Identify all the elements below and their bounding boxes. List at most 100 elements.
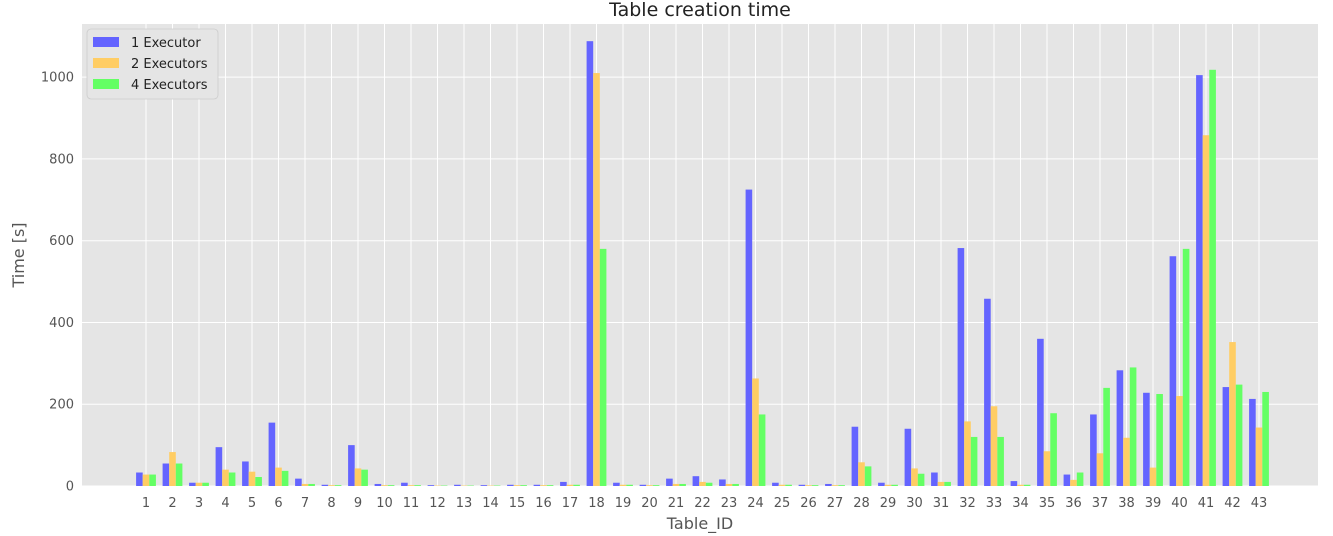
bar-2-executors-16: [540, 485, 547, 486]
plot-area: [82, 24, 1318, 486]
bar-4-executors-1: [149, 474, 156, 486]
bar-1-executor-17: [560, 481, 567, 486]
x-tick-label: 32: [959, 496, 976, 511]
bar-2-executors-19: [619, 484, 627, 486]
legend-label-2-executors: 2 Executors: [131, 57, 208, 72]
x-tick-label: 43: [1251, 496, 1268, 511]
x-tick-label: 3: [195, 496, 203, 511]
bar-4-executors-9: [361, 469, 368, 486]
bar-4-executors-7: [308, 483, 315, 486]
y-axis-label: Time [s]: [9, 222, 28, 288]
bar-4-executors-30: [917, 473, 925, 486]
bars: [136, 41, 1269, 487]
bar-4-executors-34: [1023, 484, 1031, 486]
bar-4-executors-39: [1156, 394, 1163, 486]
x-tick-label: 19: [615, 496, 632, 511]
bar-4-executors-28: [864, 466, 872, 486]
bar-2-executors-7: [301, 483, 309, 486]
x-tick-label: 39: [1145, 496, 1162, 511]
bar-1-executor-27: [825, 483, 832, 486]
bar-2-executors-43: [1255, 427, 1263, 486]
bar-2-executors-29: [884, 484, 892, 486]
bar-4-executors-25: [785, 484, 792, 486]
bar-2-executors-28: [858, 462, 865, 486]
x-tick-label: 4: [221, 496, 229, 511]
bar-4-executors-33: [997, 436, 1004, 486]
bar-2-executors-8: [328, 485, 335, 486]
bar-4-executors-38: [1129, 367, 1137, 486]
bar-1-executor-30: [904, 428, 912, 486]
bar-2-executors-23: [725, 483, 733, 486]
bar-4-executors-24: [758, 414, 766, 486]
bar-2-executors-26: [805, 485, 812, 486]
bar-4-executors-22: [705, 482, 713, 486]
bar-4-executors-5: [255, 477, 262, 486]
bar-1-executor-26: [798, 484, 806, 486]
bar-1-executor-42: [1222, 387, 1230, 486]
legend: 1 Executor 2 Executors 4 Executors: [86, 28, 219, 100]
x-tick-label: 36: [1065, 496, 1082, 511]
legend-label-1-executor: 1 Executor: [131, 36, 201, 51]
bar-2-executors-9: [354, 468, 362, 486]
x-tick-label: 20: [641, 496, 658, 511]
bar-1-executor-20: [639, 484, 647, 486]
bar-2-executors-5: [248, 471, 256, 486]
x-tick-label: 24: [747, 496, 764, 511]
bar-1-executor-31: [931, 472, 938, 486]
bar-4-executors-26: [811, 485, 819, 486]
legend-label-4-executors: 4 Executors: [131, 78, 208, 93]
bar-4-executors-43: [1262, 391, 1269, 486]
x-tick-label: 30: [906, 496, 923, 511]
bar-1-executor-5: [242, 461, 249, 486]
bar-4-executors-21: [679, 483, 686, 486]
x-axis-label: Table_ID: [666, 514, 733, 534]
x-tick-label: 2: [168, 496, 176, 511]
bar-4-executors-2: [175, 463, 183, 486]
bar-1-executor-15: [507, 484, 514, 486]
bar-2-executors-37: [1096, 453, 1104, 486]
bar-2-executors-21: [672, 483, 680, 486]
y-tick-label: 400: [49, 316, 74, 331]
bar-2-executors-27: [831, 485, 839, 486]
bar-4-executors-18: [599, 248, 607, 486]
x-tick-label: 38: [1118, 496, 1135, 511]
bar-1-executor-37: [1090, 414, 1097, 486]
x-gridlines: [145, 24, 1260, 486]
x-tick-label: 22: [694, 496, 711, 511]
bar-4-executors-23: [732, 483, 739, 486]
bar-1-executor-4: [215, 447, 223, 486]
x-tick-label: 23: [721, 496, 738, 511]
bar-1-executor-18: [586, 41, 594, 487]
x-tick-label: 12: [429, 496, 446, 511]
y-tick-label: 0: [66, 480, 74, 495]
bar-2-executors-32: [964, 421, 971, 486]
x-tick-label: 21: [668, 496, 685, 511]
y-tick-label: 1000: [41, 71, 74, 86]
x-tick-label: 41: [1198, 496, 1215, 511]
bar-1-executor-28: [851, 426, 859, 486]
bar-2-executors-36: [1070, 479, 1077, 486]
x-tick-label: 6: [274, 496, 282, 511]
x-tick-label: 18: [588, 496, 605, 511]
x-tick-label: 29: [880, 496, 897, 511]
bar-1-executor-12: [427, 485, 435, 486]
bar-4-executors-40: [1182, 248, 1190, 486]
bar-1-executor-6: [268, 422, 276, 486]
bar-1-executor-7: [295, 478, 302, 486]
y-tick-label: 200: [49, 398, 74, 413]
bar-1-executor-34: [1010, 481, 1018, 486]
bar-2-executors-22: [699, 481, 706, 486]
bar-4-executors-10: [387, 485, 395, 486]
x-tick-label: 14: [482, 496, 499, 511]
bar-4-executors-20: [652, 485, 660, 486]
bar-1-executor-2: [162, 463, 170, 486]
bar-4-executors-15: [520, 485, 527, 486]
bar-1-executor-36: [1063, 474, 1071, 486]
x-tick-label: 8: [327, 496, 335, 511]
x-tick-label: 11: [403, 496, 420, 511]
bar-4-executors-41: [1209, 69, 1216, 486]
y-tick-labels: 0 200 400 600 800 1000: [41, 71, 74, 495]
bar-4-executors-37: [1103, 387, 1110, 486]
bar-1-executor-3: [189, 482, 196, 486]
